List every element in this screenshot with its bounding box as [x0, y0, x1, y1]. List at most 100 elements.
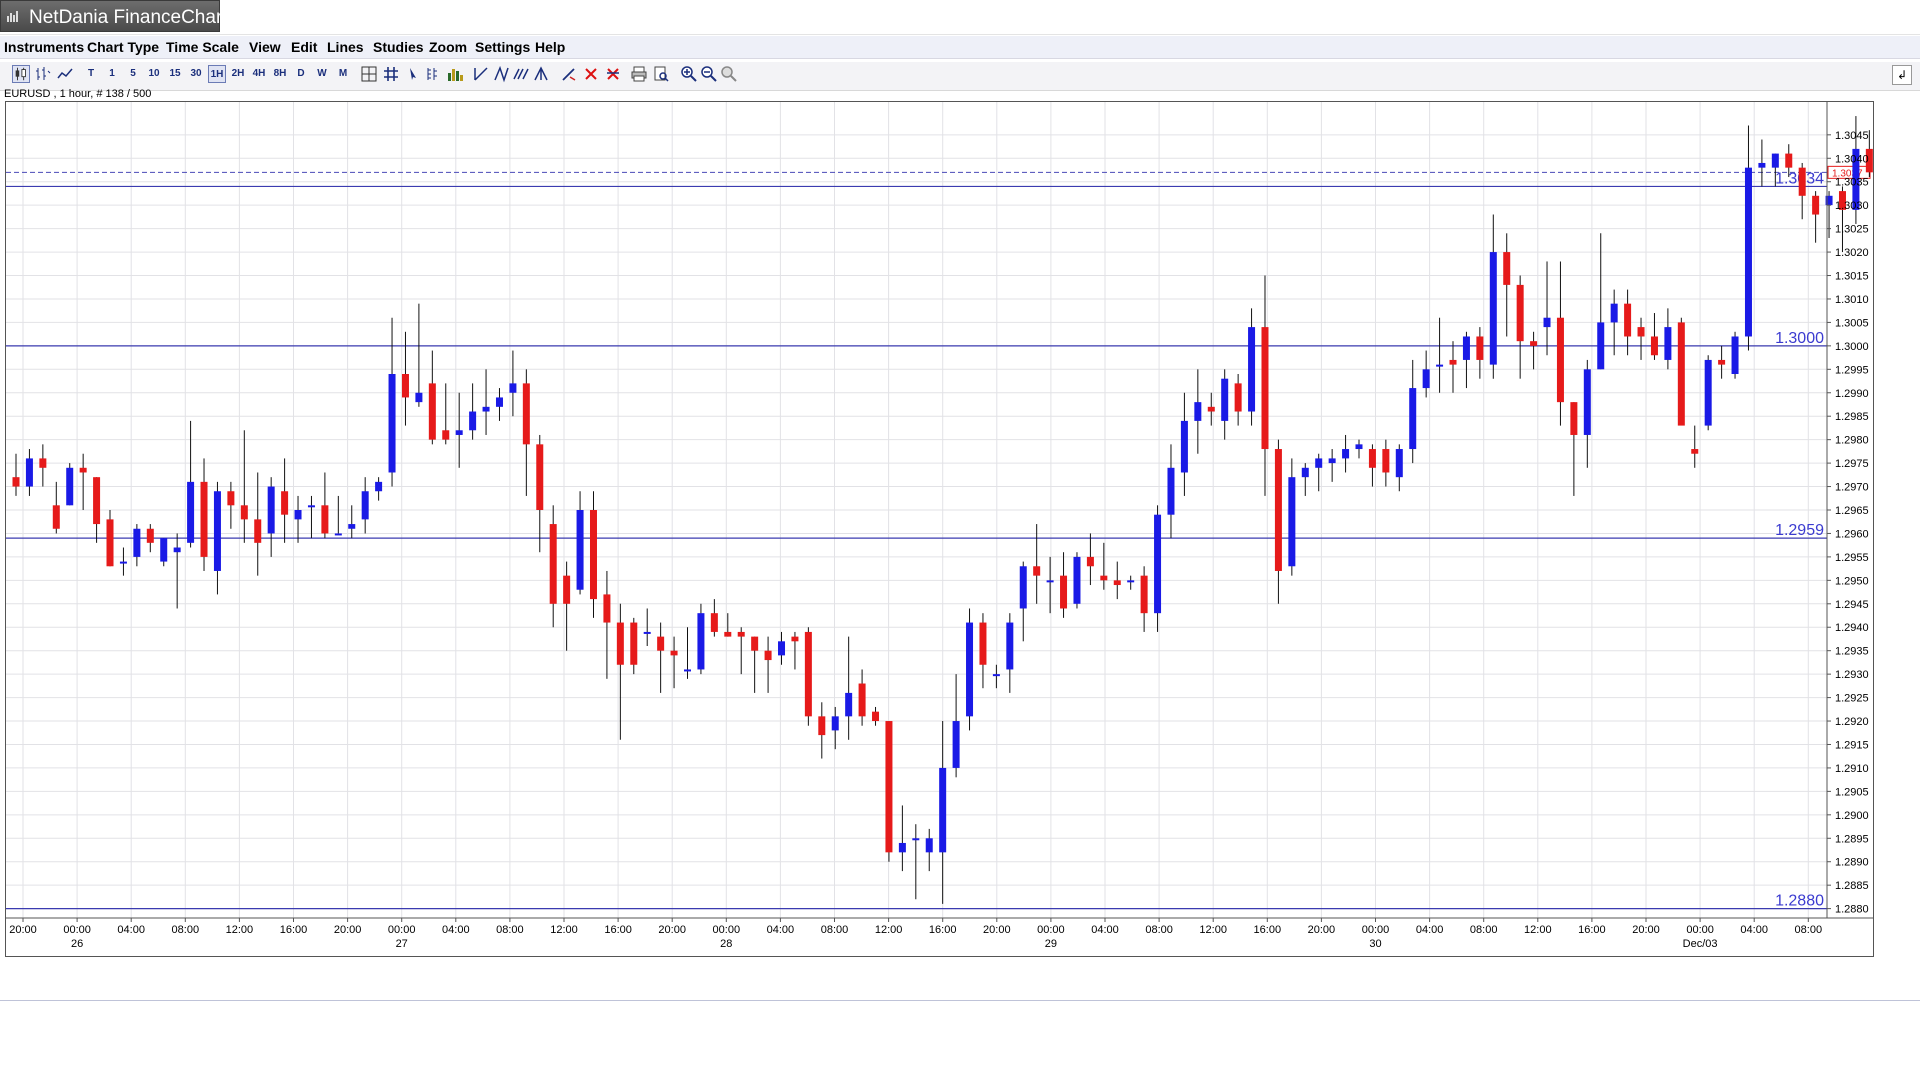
- candle-bear: [1140, 575, 1148, 614]
- y-tick-label: 1.2980: [1835, 435, 1869, 447]
- candle-bull: [482, 406, 490, 412]
- trendline-icon[interactable]: [472, 65, 490, 83]
- menu-help[interactable]: Help: [535, 39, 566, 55]
- line-chart-type-icon[interactable]: [56, 65, 74, 83]
- candle-bull: [1180, 420, 1188, 473]
- x-time-label: 00:00: [1037, 924, 1065, 936]
- candle-bear: [563, 575, 571, 604]
- candle-bear: [1449, 359, 1457, 365]
- x-date-label: Dec/03: [1683, 938, 1718, 950]
- print-preview-icon[interactable]: [652, 65, 670, 83]
- select-line-icon[interactable]: [560, 65, 578, 83]
- fibonacci-icon[interactable]: [492, 65, 510, 83]
- timeframe-1m-button[interactable]: 1: [109, 68, 115, 79]
- y-tick-label: 1.3025: [1835, 224, 1869, 236]
- timeframe-tick-button[interactable]: T: [87, 68, 95, 79]
- menu-lines[interactable]: Lines: [327, 39, 364, 55]
- x-time-label: 08:00: [1145, 924, 1173, 936]
- candle-bear: [1382, 449, 1390, 473]
- timeframe-2h-button[interactable]: 2H: [231, 68, 245, 79]
- volume-bars-icon[interactable]: [446, 65, 464, 83]
- candle-bull: [1583, 369, 1591, 435]
- candle-bear: [764, 650, 772, 661]
- zoom-out-icon[interactable]: [700, 65, 718, 83]
- x-time-label: 16:00: [929, 924, 957, 936]
- x-time-label: 00:00: [1362, 924, 1390, 936]
- y-tick-label: 1.3045: [1835, 130, 1869, 142]
- delete-all-icon[interactable]: [604, 65, 622, 83]
- candle-bull: [1342, 449, 1350, 459]
- y-tick-label: 1.2905: [1835, 786, 1869, 798]
- timeframe-15m-button[interactable]: 15: [169, 68, 181, 79]
- candlestick-chart-icon[interactable]: [12, 65, 30, 83]
- timeframe-5m-button[interactable]: 5: [130, 68, 136, 79]
- candle-bull: [307, 505, 315, 508]
- y-tick-label: 1.2915: [1835, 739, 1869, 751]
- menu-instruments[interactable]: Instruments: [4, 39, 85, 55]
- candle-bull: [160, 538, 168, 562]
- app-title: NetDania FinanceChart: [29, 7, 228, 28]
- candle-bull: [1731, 336, 1739, 374]
- delete-icon[interactable]: [582, 65, 600, 83]
- timeframe-weekly-button[interactable]: W: [317, 68, 327, 79]
- app-tab[interactable]: NetDania FinanceChart: [0, 0, 228, 32]
- candle-bull: [1006, 622, 1014, 670]
- panel-toggle-button[interactable]: ↲: [1892, 65, 1912, 85]
- menu-studies[interactable]: Studies: [373, 39, 424, 55]
- timeframe-8h-button[interactable]: 8H: [273, 68, 287, 79]
- x-time-label: 08:00: [821, 924, 849, 936]
- candle-bear: [979, 622, 987, 665]
- toolbar: T 1 5 10 15 30 1H 2H 4H 8H D W M: [0, 62, 1920, 91]
- menu-edit[interactable]: Edit: [291, 39, 318, 55]
- candle-bear: [1677, 322, 1685, 426]
- candle-bear: [1691, 449, 1699, 454]
- y-tick-label: 1.2920: [1835, 716, 1869, 728]
- candle-bear: [1838, 191, 1846, 210]
- timeframe-30m-button[interactable]: 30: [190, 68, 202, 79]
- menu-chart-type[interactable]: Chart Type: [87, 39, 160, 55]
- print-icon[interactable]: [630, 65, 648, 83]
- candle-bear: [1624, 303, 1632, 337]
- candle-bull: [697, 613, 705, 670]
- price-scale-icon[interactable]: [424, 65, 442, 83]
- candle-bull: [1301, 467, 1309, 478]
- zoom-reset-icon[interactable]: [720, 65, 738, 83]
- timeframe-4h-button[interactable]: 4H: [252, 68, 266, 79]
- candle-bull: [1288, 477, 1296, 567]
- candle-bull: [119, 561, 127, 564]
- x-time-label: 08:00: [1470, 924, 1498, 936]
- zoom-in-icon[interactable]: [680, 65, 698, 83]
- timeframe-1h-button[interactable]: 1H: [208, 65, 226, 83]
- x-time-label: 20:00: [658, 924, 686, 936]
- timeframe-daily-button[interactable]: D: [297, 68, 305, 79]
- candle-bull: [1355, 444, 1363, 450]
- timeframe-10m-button[interactable]: 10: [148, 68, 160, 79]
- cursor-icon[interactable]: [404, 65, 422, 83]
- menu-view[interactable]: View: [249, 39, 281, 55]
- grid-icon[interactable]: [382, 65, 400, 83]
- menu-settings[interactable]: Settings: [475, 39, 531, 55]
- x-time-label: 12:00: [1524, 924, 1552, 936]
- gann-icon[interactable]: [532, 65, 550, 83]
- timeframe-monthly-button[interactable]: M: [338, 68, 348, 79]
- candle-bull: [1489, 252, 1497, 365]
- menu-zoom[interactable]: Zoom: [429, 39, 468, 55]
- candle-bull: [25, 458, 33, 487]
- bar-chart-type-icon[interactable]: [34, 65, 52, 83]
- candle-bull: [939, 767, 947, 853]
- crosshair-icon[interactable]: [360, 65, 378, 83]
- candle-bear: [589, 510, 597, 600]
- candle-bear: [1234, 383, 1242, 412]
- candle-bear: [1798, 167, 1806, 196]
- y-tick-label: 1.2965: [1835, 505, 1869, 517]
- channel-icon[interactable]: [512, 65, 530, 83]
- candle-bull: [778, 641, 786, 656]
- x-time-label: 00:00: [713, 924, 741, 936]
- x-date-label: 26: [71, 938, 83, 950]
- menu-time-scale[interactable]: Time Scale: [166, 39, 239, 55]
- candle-bull: [173, 547, 181, 553]
- candle-bull: [1073, 556, 1081, 604]
